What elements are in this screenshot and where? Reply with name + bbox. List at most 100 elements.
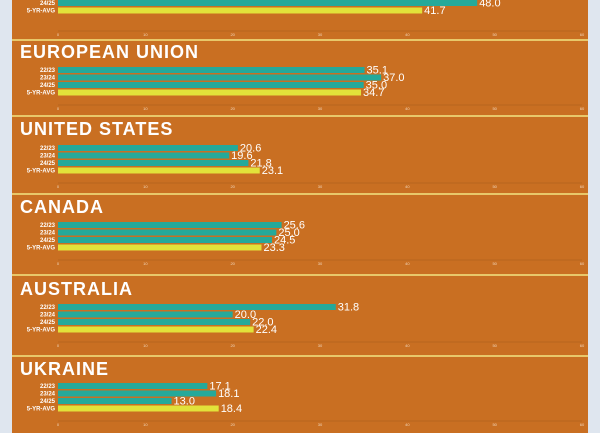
value-label: 35.0 <box>366 80 387 92</box>
category-label: 23/24 <box>40 313 56 319</box>
tick-label: 40 <box>405 32 410 37</box>
season-bar <box>58 145 238 151</box>
season-bar <box>58 319 251 325</box>
value-label: 24.5 <box>274 235 295 247</box>
season-bar <box>58 74 382 81</box>
category-label: 5-YR-AVG <box>27 169 56 175</box>
category-label: 24/25 <box>40 399 56 405</box>
season-bar <box>58 82 364 88</box>
value-label: 21.8 <box>250 158 271 170</box>
season-bar <box>58 390 217 397</box>
tick-label: 0 <box>57 343 60 348</box>
value-label: 37.0 <box>383 72 404 84</box>
average-bar <box>58 326 254 333</box>
category-label: 22/23 <box>40 223 56 229</box>
category-label: 22/23 <box>40 68 56 74</box>
tick-label: 40 <box>405 184 410 189</box>
value-label: 22.0 <box>252 317 273 329</box>
season-bar <box>58 304 336 310</box>
value-label: 54.0 <box>532 0 553 2</box>
value-label: 13.0 <box>174 396 195 408</box>
tick-label: 10 <box>143 184 148 189</box>
tick-label: 30 <box>318 184 323 189</box>
category-label: 5-YR-AVG <box>27 328 56 334</box>
tick-label: 10 <box>143 422 148 427</box>
tick-label: 30 <box>318 32 323 37</box>
tick-label: 40 <box>405 106 410 111</box>
tick-label: 10 <box>143 106 148 111</box>
value-label: 23.1 <box>262 165 283 177</box>
tick-label: 30 <box>318 343 323 348</box>
tick-label: 20 <box>230 32 235 37</box>
tick-label: 20 <box>230 106 235 111</box>
category-label: 23/24 <box>40 231 56 237</box>
section-divider <box>12 193 588 195</box>
category-label: 22/23 <box>40 305 56 311</box>
tick-label: 20 <box>230 343 235 348</box>
tick-label: 50 <box>492 32 497 37</box>
tick-label: 30 <box>318 422 323 427</box>
tick-label: 0 <box>57 422 60 427</box>
value-label: 31.8 <box>338 302 359 314</box>
tick-label: 10 <box>143 32 148 37</box>
season-bar <box>58 152 230 159</box>
panel-title-ukraine: UKRAINE <box>20 359 110 379</box>
section-divider <box>12 355 588 357</box>
category-label: 5-YR-AVG <box>27 91 56 97</box>
category-label: 24/25 <box>40 161 56 167</box>
tick-label: 50 <box>492 343 497 348</box>
tick-label: 40 <box>405 422 410 427</box>
season-bar <box>58 222 282 228</box>
tick-label: 60 <box>580 184 585 189</box>
category-label: 24/25 <box>40 83 56 89</box>
section-divider <box>12 115 588 117</box>
value-label: 20.0 <box>235 309 256 321</box>
tick-label: 50 <box>492 422 497 427</box>
category-label: 24/25 <box>40 320 56 326</box>
tick-label: 20 <box>230 422 235 427</box>
season-bar <box>58 160 249 166</box>
value-label: 22.4 <box>256 324 277 336</box>
panel-title-european-union: EUROPEAN UNION <box>20 42 200 62</box>
average-bar <box>58 7 423 14</box>
tick-label: 0 <box>57 184 60 189</box>
section-divider <box>12 274 588 276</box>
tick-label: 10 <box>143 343 148 348</box>
tick-label: 60 <box>580 422 585 427</box>
tick-label: 50 <box>492 261 497 266</box>
panel-title-canada: CANADA <box>20 197 104 217</box>
season-bar <box>58 67 365 73</box>
section-divider <box>12 39 588 41</box>
category-label: 24/25 <box>40 238 56 244</box>
value-label: 48.0 <box>479 0 500 10</box>
season-bar <box>58 383 208 389</box>
value-label: 41.7 <box>424 5 445 17</box>
value-label: 18.4 <box>221 403 242 415</box>
category-label: 5-YR-AVG <box>27 246 56 252</box>
value-label: 19.6 <box>231 150 252 162</box>
value-label: 23.3 <box>263 242 284 254</box>
season-bar <box>58 237 272 243</box>
panel-title-australia: AUSTRALIA <box>20 279 133 299</box>
value-label: 17.1 <box>209 381 230 393</box>
chart-board: EUROPEAN UNION UNITED STATES CANADA AUST… <box>12 0 588 433</box>
bar-charts: 23/24 54.0 24/25 48.0 5-YR-AVG 41.7 0 10 20 30 40 5… <box>27 0 585 427</box>
tick-label: 20 <box>230 261 235 266</box>
value-label: 25.6 <box>284 220 305 232</box>
category-label: 22/23 <box>40 146 56 152</box>
value-label: 25.0 <box>278 227 299 239</box>
tick-label: 60 <box>580 32 585 37</box>
value-label: 34.7 <box>363 87 384 99</box>
tick-label: 30 <box>318 261 323 266</box>
category-label: 24/25 <box>40 1 56 7</box>
season-bar <box>58 229 277 236</box>
tick-label: 60 <box>580 106 585 111</box>
category-label: 5-YR-AVG <box>27 407 56 413</box>
tick-label: 0 <box>57 106 60 111</box>
tick-label: 0 <box>57 32 60 37</box>
season-bar <box>58 398 172 404</box>
season-bar <box>58 0 478 6</box>
tick-label: 40 <box>405 261 410 266</box>
average-bar <box>58 244 262 251</box>
category-label: 23/24 <box>40 154 56 160</box>
